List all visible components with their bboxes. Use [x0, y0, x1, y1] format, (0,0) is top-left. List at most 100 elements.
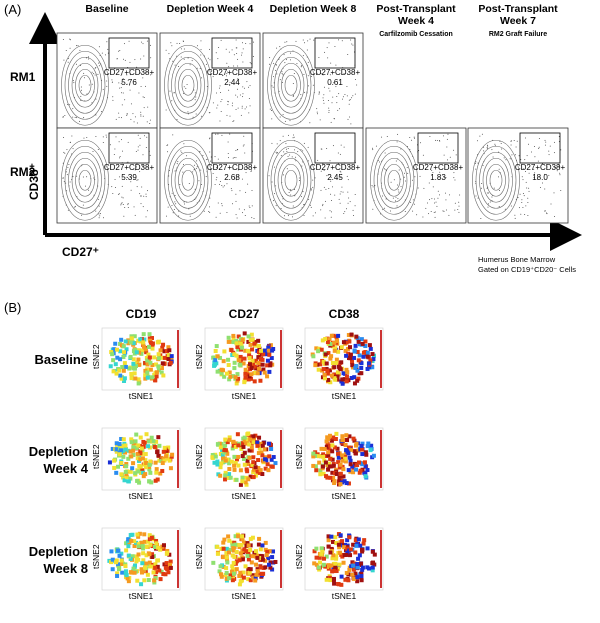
event-dot — [235, 157, 237, 159]
event-dot — [394, 200, 396, 202]
event-dot — [274, 166, 276, 168]
tsne-cell — [254, 549, 259, 554]
tsne-cell — [236, 543, 241, 548]
event-dot — [146, 210, 148, 212]
contour — [167, 50, 209, 120]
event-dot — [179, 43, 181, 45]
y-axis-label: tSNE2 — [294, 344, 304, 369]
event-dot — [446, 159, 448, 161]
tsne-cell — [221, 540, 226, 545]
tsne-cell — [256, 458, 261, 463]
event-dot — [212, 172, 214, 174]
flow-plot — [467, 127, 569, 224]
tsne-cell — [255, 555, 260, 560]
tsne-cell — [140, 561, 145, 566]
tsne-cell — [360, 447, 365, 452]
event-dot — [306, 49, 308, 51]
event-dot — [330, 211, 332, 213]
event-dot — [252, 55, 254, 57]
tsne-cell — [136, 357, 141, 362]
event-dot — [316, 108, 318, 110]
event-dot — [316, 111, 318, 113]
event-dot — [127, 141, 129, 143]
tsne-cell — [328, 475, 333, 480]
event-dot — [251, 205, 253, 207]
event-dot — [107, 52, 109, 54]
tsne-cell — [226, 362, 231, 367]
event-dot — [272, 86, 274, 88]
tsne-cell — [120, 448, 125, 453]
tsne-cell — [343, 443, 348, 448]
event-dot — [77, 45, 79, 47]
tsne-cell — [360, 547, 365, 552]
color-scale — [280, 530, 282, 588]
tsne-cell — [224, 576, 229, 581]
event-dot — [235, 94, 237, 96]
event-dot — [140, 195, 142, 197]
tsne-cell — [221, 359, 226, 364]
event-dot — [313, 39, 315, 41]
tsne-cell — [270, 464, 275, 469]
tsne-cell — [326, 450, 331, 455]
tsne-cell — [210, 455, 215, 460]
tsne-cell — [152, 372, 157, 377]
event-dot — [191, 60, 193, 62]
event-dot — [112, 192, 114, 194]
contour — [373, 145, 415, 215]
tsne-cell — [231, 548, 236, 553]
event-dot — [553, 152, 555, 154]
tsne-cell — [347, 434, 352, 439]
tsne-cell — [225, 557, 230, 562]
tsne-cell — [356, 339, 361, 344]
tsne-cell — [349, 447, 354, 452]
tsne-cell — [256, 338, 261, 343]
x-axis-label: tSNE1 — [232, 591, 257, 601]
event-dot — [449, 194, 451, 196]
tsne-cell — [242, 331, 247, 336]
tsne-cell — [225, 560, 230, 565]
event-dot — [115, 136, 117, 138]
event-dot — [129, 61, 131, 63]
event-dot — [202, 155, 204, 157]
event-dot — [352, 95, 354, 97]
event-dot — [118, 116, 120, 118]
tsne-cell — [260, 443, 265, 448]
event-dot — [215, 179, 217, 181]
event-dot — [514, 217, 516, 219]
tsne-cell — [129, 538, 134, 543]
tsne-cell — [219, 461, 224, 466]
tsne-cell — [248, 437, 253, 442]
tsne-cell — [333, 436, 338, 441]
event-dot — [334, 194, 336, 196]
tsne-cell — [142, 337, 147, 342]
event-dot — [322, 203, 324, 205]
event-dot — [140, 114, 142, 116]
tsne-cell — [136, 362, 141, 367]
tsne-cell — [324, 444, 329, 449]
tsne-cell — [147, 467, 152, 472]
tsne-cell — [234, 381, 239, 386]
tsne-cell — [352, 438, 357, 443]
contour — [181, 169, 195, 191]
tsne-cell — [351, 436, 356, 441]
tsne-cell — [111, 358, 116, 363]
tsne-cell — [145, 358, 150, 363]
tsne-cell — [311, 451, 316, 456]
event-dot — [283, 54, 285, 56]
tsne-cell — [266, 556, 271, 561]
event-dot — [79, 120, 81, 122]
event-dot — [341, 173, 343, 175]
event-dot — [487, 206, 489, 208]
tsne-cell — [126, 479, 131, 484]
marker-title: CD19 — [126, 307, 157, 321]
event-dot — [232, 203, 234, 205]
tsne-cell — [149, 480, 154, 485]
note: Humerus Bone Marrow — [478, 255, 556, 264]
contour — [68, 56, 102, 114]
tsne-cell — [112, 347, 117, 352]
tsne-cell — [345, 538, 350, 543]
tsne-cell — [131, 366, 136, 371]
event-dot — [456, 165, 458, 167]
event-dot — [280, 208, 282, 210]
tsne-cell — [234, 550, 239, 555]
